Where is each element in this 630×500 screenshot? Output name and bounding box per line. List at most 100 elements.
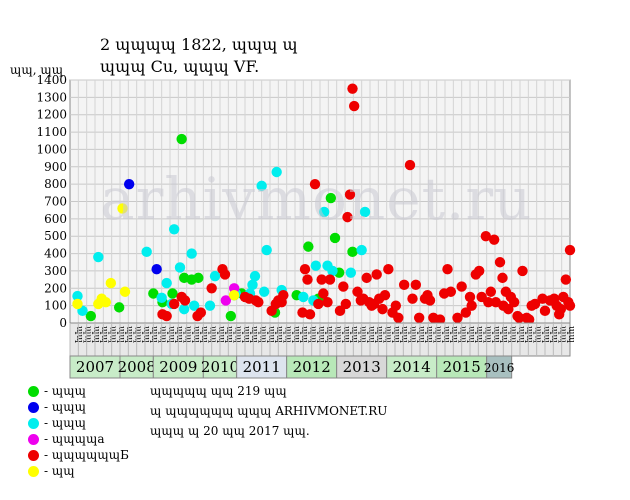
legend-item: - ɰɰɰ xyxy=(28,399,129,415)
quarter-label: ɰɰ xyxy=(241,326,251,344)
data-point xyxy=(179,295,191,306)
data-point xyxy=(249,270,261,282)
data-point xyxy=(324,274,336,285)
data-point xyxy=(318,288,329,299)
data-point xyxy=(390,300,402,311)
data-point xyxy=(442,263,453,275)
quarter-label: ɰɰ xyxy=(99,326,109,344)
quarter-label: ɰɰ xyxy=(208,326,218,344)
quarter-label: ɰɰ xyxy=(458,326,468,344)
data-point xyxy=(298,291,309,303)
quarter-label: ɰɰ xyxy=(108,326,118,344)
y-axis-label: ɰɰ, ɰɰ xyxy=(10,63,63,77)
quarter-label: ɰɰ xyxy=(91,326,101,344)
quarter-label: ɰɰ xyxy=(391,326,401,344)
quarter-label: ɰɰ xyxy=(558,326,568,344)
data-point xyxy=(193,272,204,284)
data-point xyxy=(247,279,258,291)
chart-title-line1: 2 ɰɰɰɰ 1822, ɰɰɰ ɰ xyxy=(100,35,298,54)
legend-label: - ɰɰɰ xyxy=(44,400,87,414)
data-point xyxy=(488,234,500,245)
quarter-label: ɰɰ xyxy=(308,326,318,344)
legend-dot xyxy=(28,465,39,477)
data-point xyxy=(347,83,358,94)
legend-label: - ɰɰɰ xyxy=(44,416,87,430)
data-point xyxy=(174,262,186,273)
data-point xyxy=(195,307,207,318)
data-point xyxy=(258,286,270,297)
quarter-label: ɰɰ xyxy=(83,326,93,344)
legend: - ɰɰɰ - ɰɰɰ - ɰɰɰ - ɰɰɰɰa - ɰɰɰɰɰɰБ - ɰɰ xyxy=(28,383,129,479)
data-point xyxy=(485,286,497,297)
data-point xyxy=(340,298,352,310)
data-point xyxy=(303,241,314,252)
legend-item: - ɰɰɰ xyxy=(28,383,129,399)
data-point xyxy=(278,290,289,301)
year-label: 2014 xyxy=(393,358,431,376)
legend-dot xyxy=(28,433,39,445)
data-point xyxy=(271,166,282,178)
y-tick-label: 600 xyxy=(44,212,67,226)
quarter-label: ɰɰ xyxy=(408,326,418,344)
data-point xyxy=(480,231,492,242)
quarter-label: ɰɰ xyxy=(483,326,493,344)
quarter-label: ɰɰ xyxy=(516,326,526,344)
legend-item: - ɰɰɰ xyxy=(28,415,129,431)
quarter-label: ɰɰ xyxy=(216,326,226,344)
quarter-label: ɰɰ xyxy=(158,326,168,344)
data-point xyxy=(113,302,125,313)
note-date: ɰɰɰ ɰ 20 ɰɰ 2017 ɰɰ. xyxy=(150,424,310,438)
data-point xyxy=(188,300,200,311)
data-point xyxy=(517,265,528,277)
year-label: 2011 xyxy=(243,358,281,376)
quarter-label: ɰɰ xyxy=(374,326,384,344)
quarter-label: ɰɰ xyxy=(566,326,576,344)
data-point xyxy=(117,203,128,214)
data-point xyxy=(322,296,333,308)
data-point xyxy=(161,310,172,322)
legend-label: - ɰɰɰɰɰɰБ xyxy=(44,448,129,462)
data-point xyxy=(356,244,367,256)
legend-item: - ɰɰɰɰɰɰБ xyxy=(28,447,129,463)
data-point xyxy=(523,314,535,325)
data-point xyxy=(72,290,83,302)
quarter-label: ɰɰ xyxy=(491,326,501,344)
y-tick-label: 500 xyxy=(44,229,67,243)
y-tick-label: 900 xyxy=(44,160,67,174)
data-point xyxy=(466,300,477,311)
data-point xyxy=(105,277,117,289)
data-point xyxy=(452,312,463,323)
data-point xyxy=(93,251,104,263)
data-point xyxy=(119,286,131,297)
legend-item: - ɰɰ xyxy=(28,463,129,479)
data-point xyxy=(413,312,425,323)
data-point xyxy=(209,270,221,282)
data-point xyxy=(503,303,514,315)
data-point xyxy=(176,133,187,145)
quarter-label: ɰɰ xyxy=(116,326,126,344)
y-tick-label: 800 xyxy=(44,177,67,191)
data-point xyxy=(434,314,446,325)
data-point xyxy=(347,246,358,258)
data-point xyxy=(261,244,272,256)
data-point xyxy=(186,248,197,259)
data-point xyxy=(220,295,232,306)
year-label: 2016 xyxy=(484,361,515,375)
year-cell xyxy=(486,355,513,379)
data-point xyxy=(564,300,576,311)
year-label: 2013 xyxy=(343,358,381,376)
quarter-label: ɰɰ xyxy=(474,326,484,344)
y-tick-label: 1000 xyxy=(36,142,67,156)
data-point xyxy=(302,274,313,285)
data-point xyxy=(148,288,159,299)
data-point xyxy=(316,274,327,285)
data-point xyxy=(464,291,476,303)
data-point xyxy=(497,272,508,284)
quarter-label: ɰɰ xyxy=(224,326,234,344)
data-point xyxy=(225,310,237,322)
data-point xyxy=(156,292,167,304)
quarter-label: ɰɰ xyxy=(124,326,134,344)
data-point xyxy=(529,298,541,310)
data-point xyxy=(151,263,162,275)
quarter-label: ɰɰ xyxy=(74,326,84,344)
